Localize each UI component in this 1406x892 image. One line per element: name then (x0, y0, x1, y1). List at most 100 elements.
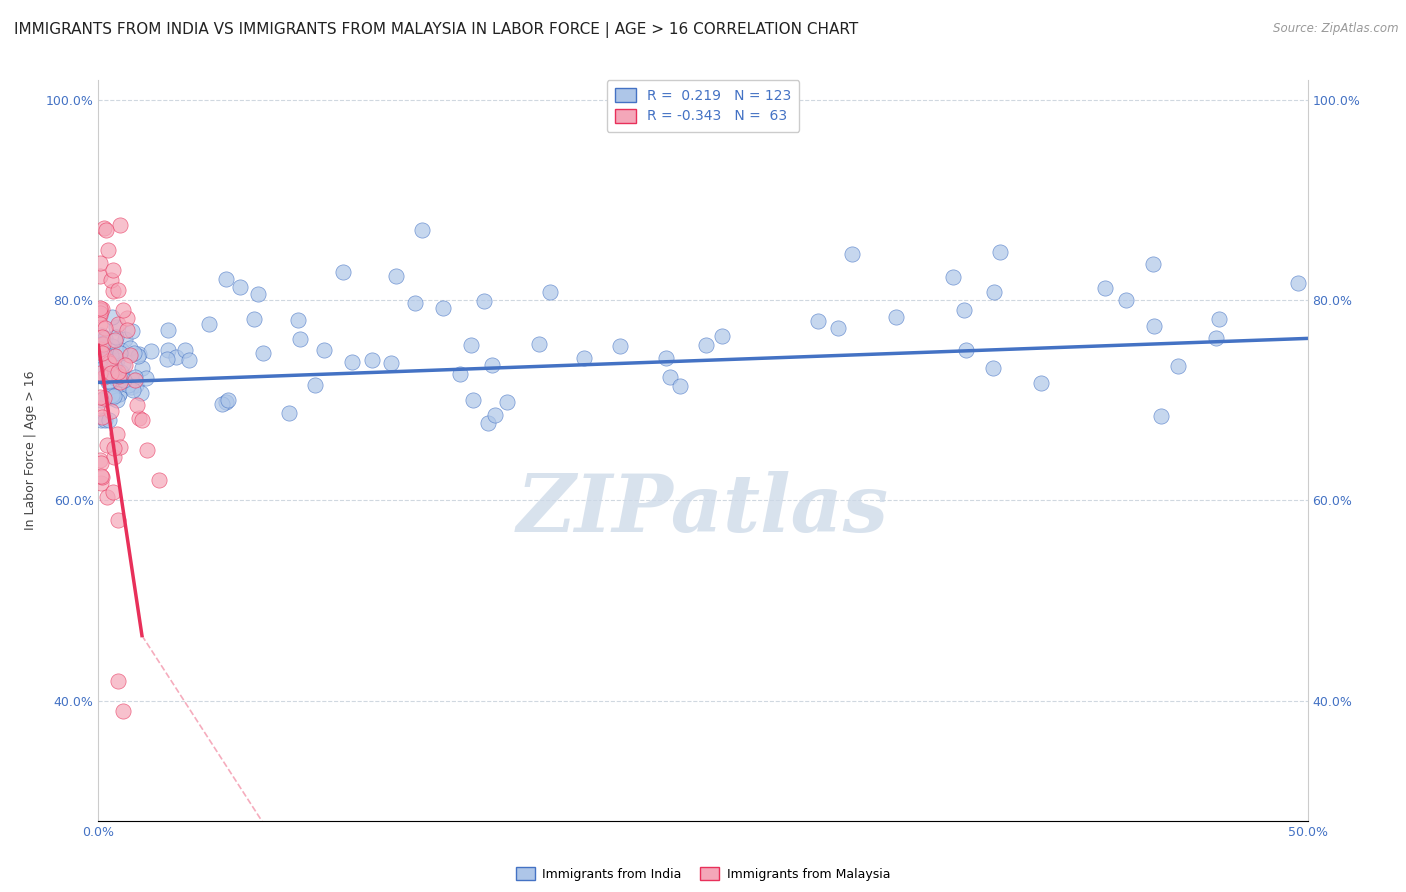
Point (1094, 281, 1116, 295)
Point (198, 317, 221, 331)
Point (135, 371, 157, 385)
Point (93, 391, 115, 405)
Point (215, 272, 238, 286)
Point (107, 365, 129, 379)
Point (108, 375, 131, 389)
Point (124, 370, 146, 384)
Text: Source: ZipAtlas.com: Source: ZipAtlas.com (1274, 22, 1399, 36)
Point (104, 329, 127, 343)
Point (90, 469, 112, 483)
Point (710, 328, 733, 343)
Point (229, 280, 252, 294)
Point (128, 411, 150, 425)
Point (127, 399, 149, 413)
Point (107, 317, 129, 331)
Point (449, 367, 471, 381)
Point (385, 268, 408, 283)
Point (574, 351, 596, 366)
Point (1143, 318, 1166, 333)
Point (477, 416, 499, 430)
Point (89, 390, 111, 404)
Point (89, 268, 111, 283)
Point (278, 406, 301, 420)
Point (108, 440, 131, 454)
Point (942, 269, 965, 284)
Point (827, 321, 849, 335)
Point (90, 327, 112, 342)
Point (496, 395, 519, 409)
Point (91, 361, 114, 376)
Point (141, 344, 163, 359)
Point (157, 322, 180, 336)
Point (527, 337, 550, 351)
Point (96, 490, 118, 504)
Point (91, 336, 114, 351)
Point (952, 302, 974, 317)
Point (135, 443, 157, 458)
Text: ZIPatlas: ZIPatlas (517, 471, 889, 549)
Point (101, 263, 124, 277)
Point (94, 368, 117, 382)
Point (89, 366, 111, 380)
Point (90, 352, 112, 367)
Point (94, 223, 117, 237)
Point (148, 474, 170, 488)
Point (658, 370, 681, 384)
Point (609, 339, 631, 353)
Point (107, 513, 129, 527)
Point (131, 413, 153, 427)
Point (165, 350, 187, 364)
Point (211, 397, 233, 411)
Point (114, 359, 136, 373)
Point (472, 294, 495, 309)
Point (807, 314, 830, 328)
Point (89, 308, 111, 322)
Point (955, 343, 977, 358)
Point (90, 301, 112, 316)
Point (89, 301, 111, 315)
Point (1150, 409, 1173, 423)
Point (96, 438, 118, 452)
Point (93, 220, 115, 235)
Point (110, 365, 132, 379)
Point (481, 358, 503, 372)
Point (108, 372, 131, 386)
Point (983, 285, 1005, 299)
Point (988, 245, 1011, 260)
Point (252, 346, 274, 360)
Point (118, 341, 141, 355)
Point (100, 338, 122, 352)
Point (103, 442, 125, 456)
Point (107, 284, 129, 298)
Point (104, 320, 127, 334)
Point (107, 387, 129, 401)
Point (104, 368, 127, 383)
Point (90, 336, 112, 351)
Point (120, 380, 142, 394)
Point (669, 379, 692, 393)
Point (101, 392, 124, 406)
Point (91, 410, 114, 425)
Point (122, 383, 145, 397)
Point (93, 346, 115, 360)
Text: IMMIGRANTS FROM INDIA VS IMMIGRANTS FROM MALAYSIA IN LABOR FORCE | AGE > 16 CORR: IMMIGRANTS FROM INDIA VS IMMIGRANTS FROM… (14, 22, 858, 38)
Point (538, 285, 561, 299)
Point (100, 349, 122, 363)
Point (100, 404, 122, 418)
Point (104, 334, 127, 348)
Point (91, 346, 114, 360)
Point (101, 484, 124, 499)
Point (114, 332, 136, 346)
Point (100, 366, 122, 380)
Point (100, 273, 122, 287)
Y-axis label: In Labor Force | Age > 16: In Labor Force | Age > 16 (24, 371, 38, 530)
Point (117, 311, 139, 326)
Point (90, 475, 112, 490)
Point (157, 343, 180, 357)
Point (90, 412, 112, 426)
Point (90, 339, 112, 353)
Point (332, 265, 354, 279)
Point (120, 372, 142, 386)
Point (655, 351, 678, 366)
Point (105, 353, 128, 368)
